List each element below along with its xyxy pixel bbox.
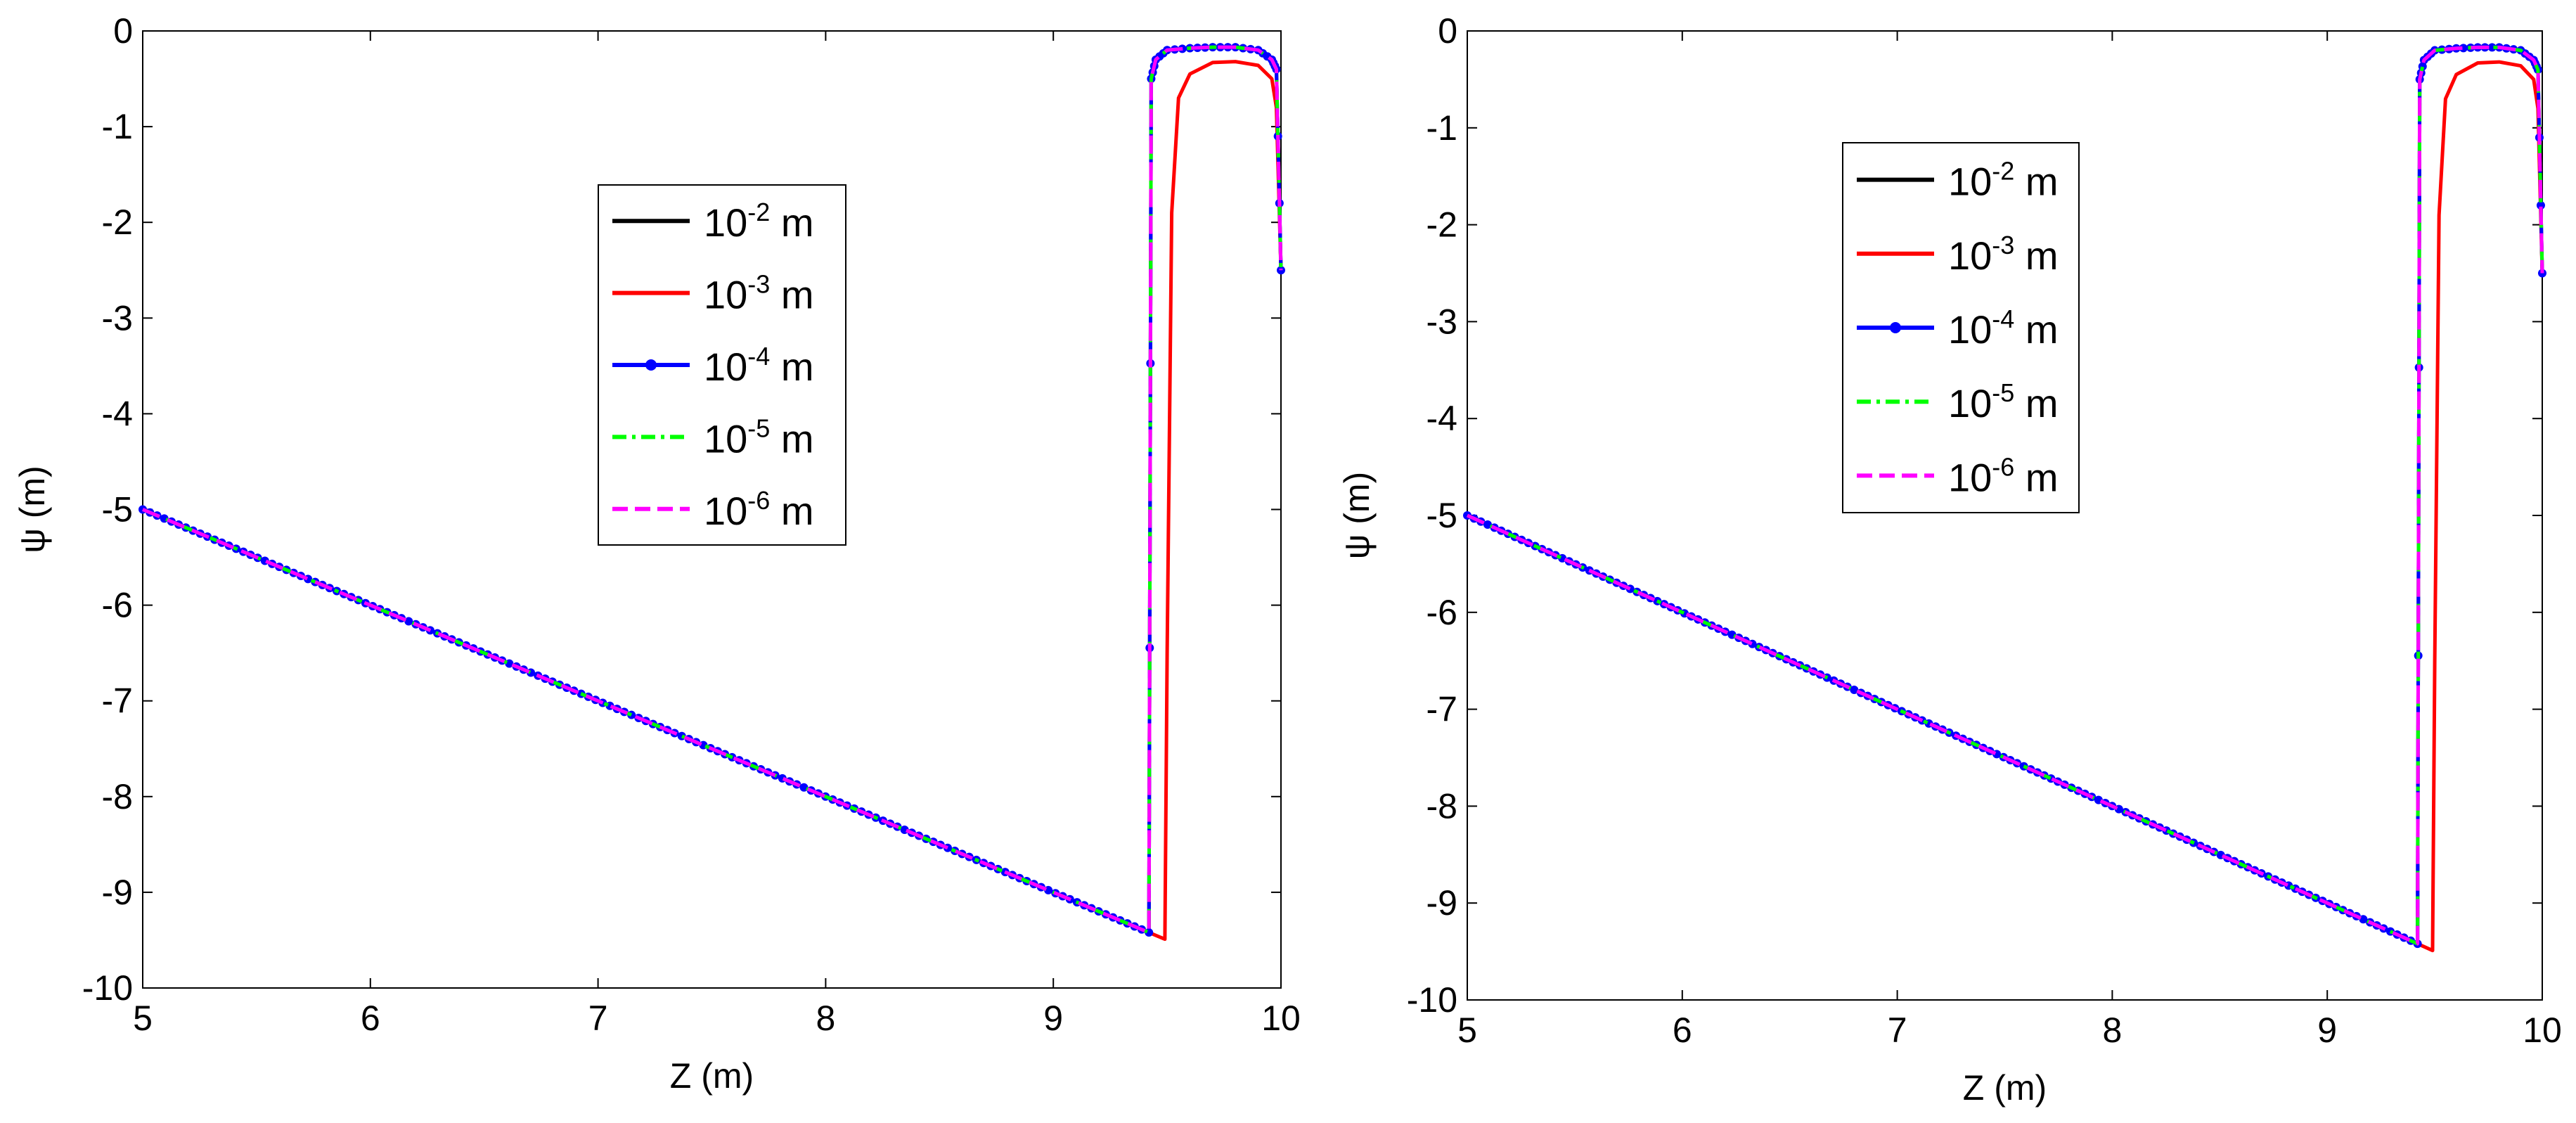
legend-label-unit: m	[770, 345, 813, 389]
legend-label-exponent: -6	[747, 486, 770, 515]
legend: 10-2 m10-3 m10-4 m10-5 m10-6 m	[1842, 142, 2080, 513]
legend-label-unit: m	[2014, 381, 2058, 425]
legend-label-2: 10-3 m	[704, 270, 814, 317]
series-marker	[1850, 685, 1859, 694]
chart-panel-1: 5 6 7 8 9 10 0 -1 -2 -3 -4 -5 -6 -7 -8 -9 -10 Z (m) ψ (m) 1…	[13, 11, 1301, 1096]
legend-label-unit: m	[2014, 233, 2058, 278]
legend-label-base: 10	[704, 200, 747, 245]
x-tick-label: 7	[1888, 1010, 1907, 1050]
y-tick-label: -9	[1427, 883, 1457, 923]
x-axis-label: Z (m)	[1963, 1068, 2047, 1108]
x-tick-label: 9	[1043, 999, 1063, 1038]
series-line-2	[1466, 60, 2544, 953]
legend-label-unit: m	[770, 273, 813, 317]
y-tick-label: -2	[1427, 205, 1457, 245]
legend-label-base: 10	[704, 345, 747, 389]
y-tick-label: -1	[102, 107, 133, 146]
legend-marker	[1890, 322, 1901, 333]
y-tick-label: -3	[1427, 302, 1457, 341]
series-marker	[404, 617, 413, 626]
legend-label-unit: m	[770, 489, 813, 533]
legend-label-4: 10-5 m	[704, 413, 814, 461]
x-tick-label: 6	[361, 999, 380, 1038]
series-marker	[2459, 44, 2468, 53]
x-axis-label: Z (m)	[670, 1056, 754, 1096]
legend-label-base: 10	[1948, 233, 1992, 278]
legend-label-exponent: -3	[1992, 231, 2014, 259]
y-tick-label: -3	[102, 298, 133, 338]
y-tick-label: -5	[1427, 496, 1457, 535]
legend-label-1: 10-2 m	[704, 198, 814, 245]
y-tick-label: 0	[113, 11, 133, 51]
legend-label-base: 10	[704, 489, 747, 533]
series-line-2	[142, 60, 1283, 942]
y-tick-label: -6	[1427, 593, 1457, 632]
x-tick-label: 8	[2102, 1010, 2122, 1050]
legend-label-2: 10-3 m	[1948, 231, 2059, 278]
legend-marker	[645, 359, 657, 371]
x-tick-label: 9	[2317, 1010, 2337, 1050]
legend: 10-2 m10-3 m10-4 m10-5 m10-6 m	[598, 184, 846, 546]
y-tick-label: -9	[102, 873, 133, 912]
legend-label-unit: m	[2014, 455, 2058, 499]
legend-label-exponent: -4	[1992, 304, 2014, 333]
legend-label-unit: m	[770, 416, 813, 461]
legend-label-1: 10-2 m	[1948, 157, 2059, 204]
series-marker	[2487, 43, 2497, 52]
y-axis-label: ψ (m)	[1337, 472, 1377, 560]
legend-label-base: 10	[1948, 381, 1992, 425]
y-tick-label: -10	[1407, 980, 1457, 1020]
y-tick-label: -7	[102, 681, 133, 721]
y-tick-label: -8	[102, 777, 133, 816]
legend-label-exponent: -2	[747, 198, 770, 226]
y-tick-label: -2	[102, 203, 133, 242]
chart-panel-2: 5 6 7 8 9 10 0 -1 -2 -3 -4 -5 -6 -7 -8 -9 -10 Z (m) ψ (m) 1…	[1337, 11, 2562, 1108]
legend-label-3: 10-4 m	[1948, 304, 2059, 352]
x-tick-label: 10	[1261, 999, 1301, 1038]
legend-label-5: 10-6 m	[1948, 452, 2059, 499]
legend-label-exponent: -4	[747, 342, 770, 371]
legend-label-unit: m	[2014, 307, 2058, 352]
legend-label-base: 10	[704, 273, 747, 317]
y-tick-label: -8	[1427, 786, 1457, 826]
legend-label-exponent: -3	[747, 270, 770, 299]
legend-label-base: 10	[1948, 307, 1992, 352]
legend-label-exponent: -2	[1992, 157, 2014, 186]
y-axis-label: ψ (m)	[13, 466, 52, 553]
x-tick-label: 5	[1457, 1010, 1477, 1050]
legend-label-exponent: -6	[1992, 452, 2014, 481]
x-tick-label: 7	[588, 999, 608, 1038]
legend-label-unit: m	[770, 200, 813, 245]
x-tick-label: 10	[2523, 1010, 2562, 1050]
legend-label-5: 10-6 m	[704, 486, 814, 533]
series-line-5	[1466, 45, 2544, 946]
legend-label-exponent: -5	[1992, 378, 2014, 407]
x-tick-label: 6	[1673, 1010, 1692, 1050]
series-marker	[2536, 201, 2545, 210]
legend-label-base: 10	[1948, 455, 1992, 499]
y-tick-label: -4	[102, 394, 133, 433]
y-tick-label: -4	[1427, 399, 1457, 438]
series-marker	[1483, 520, 1492, 530]
y-tick-label: 0	[1438, 11, 1457, 51]
legend-label-exponent: -5	[747, 413, 770, 442]
legend-label-unit: m	[2014, 160, 2058, 204]
y-tick-label: -6	[102, 586, 133, 625]
series-line-4	[1466, 45, 2544, 946]
y-tick-label: -5	[102, 490, 133, 530]
y-tick-label: -7	[1427, 690, 1457, 729]
legend-label-4: 10-5 m	[1948, 378, 2059, 425]
legend-label-3: 10-4 m	[704, 342, 814, 389]
x-tick-label: 8	[816, 999, 835, 1038]
y-tick-label: -10	[82, 968, 133, 1008]
x-tick-label: 5	[133, 999, 153, 1038]
y-tick-label: -1	[1427, 108, 1457, 148]
legend-label-base: 10	[1948, 160, 1992, 204]
legend-label-base: 10	[704, 416, 747, 461]
series-line-5	[142, 45, 1283, 935]
